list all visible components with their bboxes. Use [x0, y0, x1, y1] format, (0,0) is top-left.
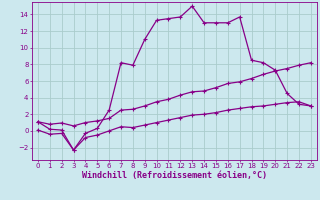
X-axis label: Windchill (Refroidissement éolien,°C): Windchill (Refroidissement éolien,°C)	[82, 171, 267, 180]
